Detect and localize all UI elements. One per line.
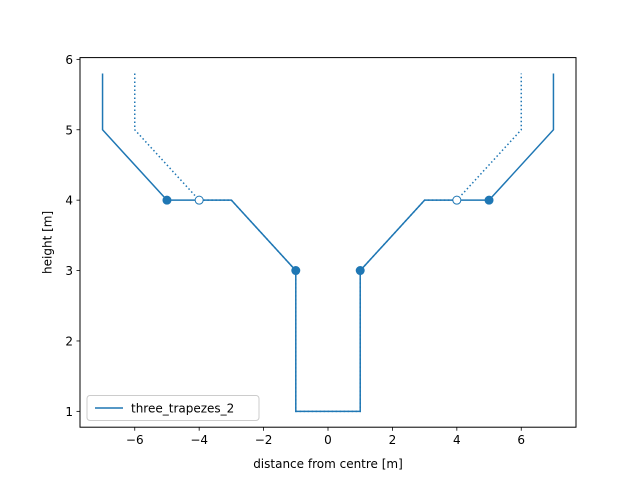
y-axis-label: height [m]	[41, 211, 55, 274]
data-point-open	[452, 195, 462, 205]
data-point-filled	[355, 266, 365, 276]
series-line	[101, 73, 555, 413]
x-axis: −6 −4 −2 0 2 4 6	[126, 427, 525, 447]
y-tick-label: 3	[65, 264, 73, 278]
x-tick-label: 6	[517, 433, 525, 447]
data-point-filled	[162, 195, 172, 205]
x-tick-label: 2	[389, 433, 397, 447]
data-point-filled	[484, 195, 494, 205]
plot-area-frame	[79, 57, 577, 428]
marker-layer	[162, 195, 494, 276]
y-tick-label: 4	[65, 194, 73, 208]
legend-label: three_trapezes_2	[131, 402, 234, 416]
x-tick-label: 0	[324, 433, 332, 447]
legend: three_trapezes_2	[86, 395, 260, 421]
y-tick-label: 6	[65, 53, 73, 67]
x-tick-label: −4	[190, 433, 208, 447]
data-point-open	[194, 195, 204, 205]
series-layer	[101, 73, 555, 413]
series-dotted-line	[134, 73, 522, 413]
y-tick-label: 5	[65, 123, 73, 137]
y-axis: 1 2 3 4 5 6	[65, 53, 80, 419]
y-tick-label: 2	[65, 334, 73, 348]
legend-box	[86, 395, 260, 421]
y-tick-label: 1	[65, 405, 73, 419]
data-point-filled	[291, 266, 301, 276]
x-axis-label: distance from centre [m]	[253, 457, 403, 471]
x-tick-label: −2	[255, 433, 273, 447]
x-tick-label: −6	[126, 433, 144, 447]
x-tick-label: 4	[453, 433, 461, 447]
